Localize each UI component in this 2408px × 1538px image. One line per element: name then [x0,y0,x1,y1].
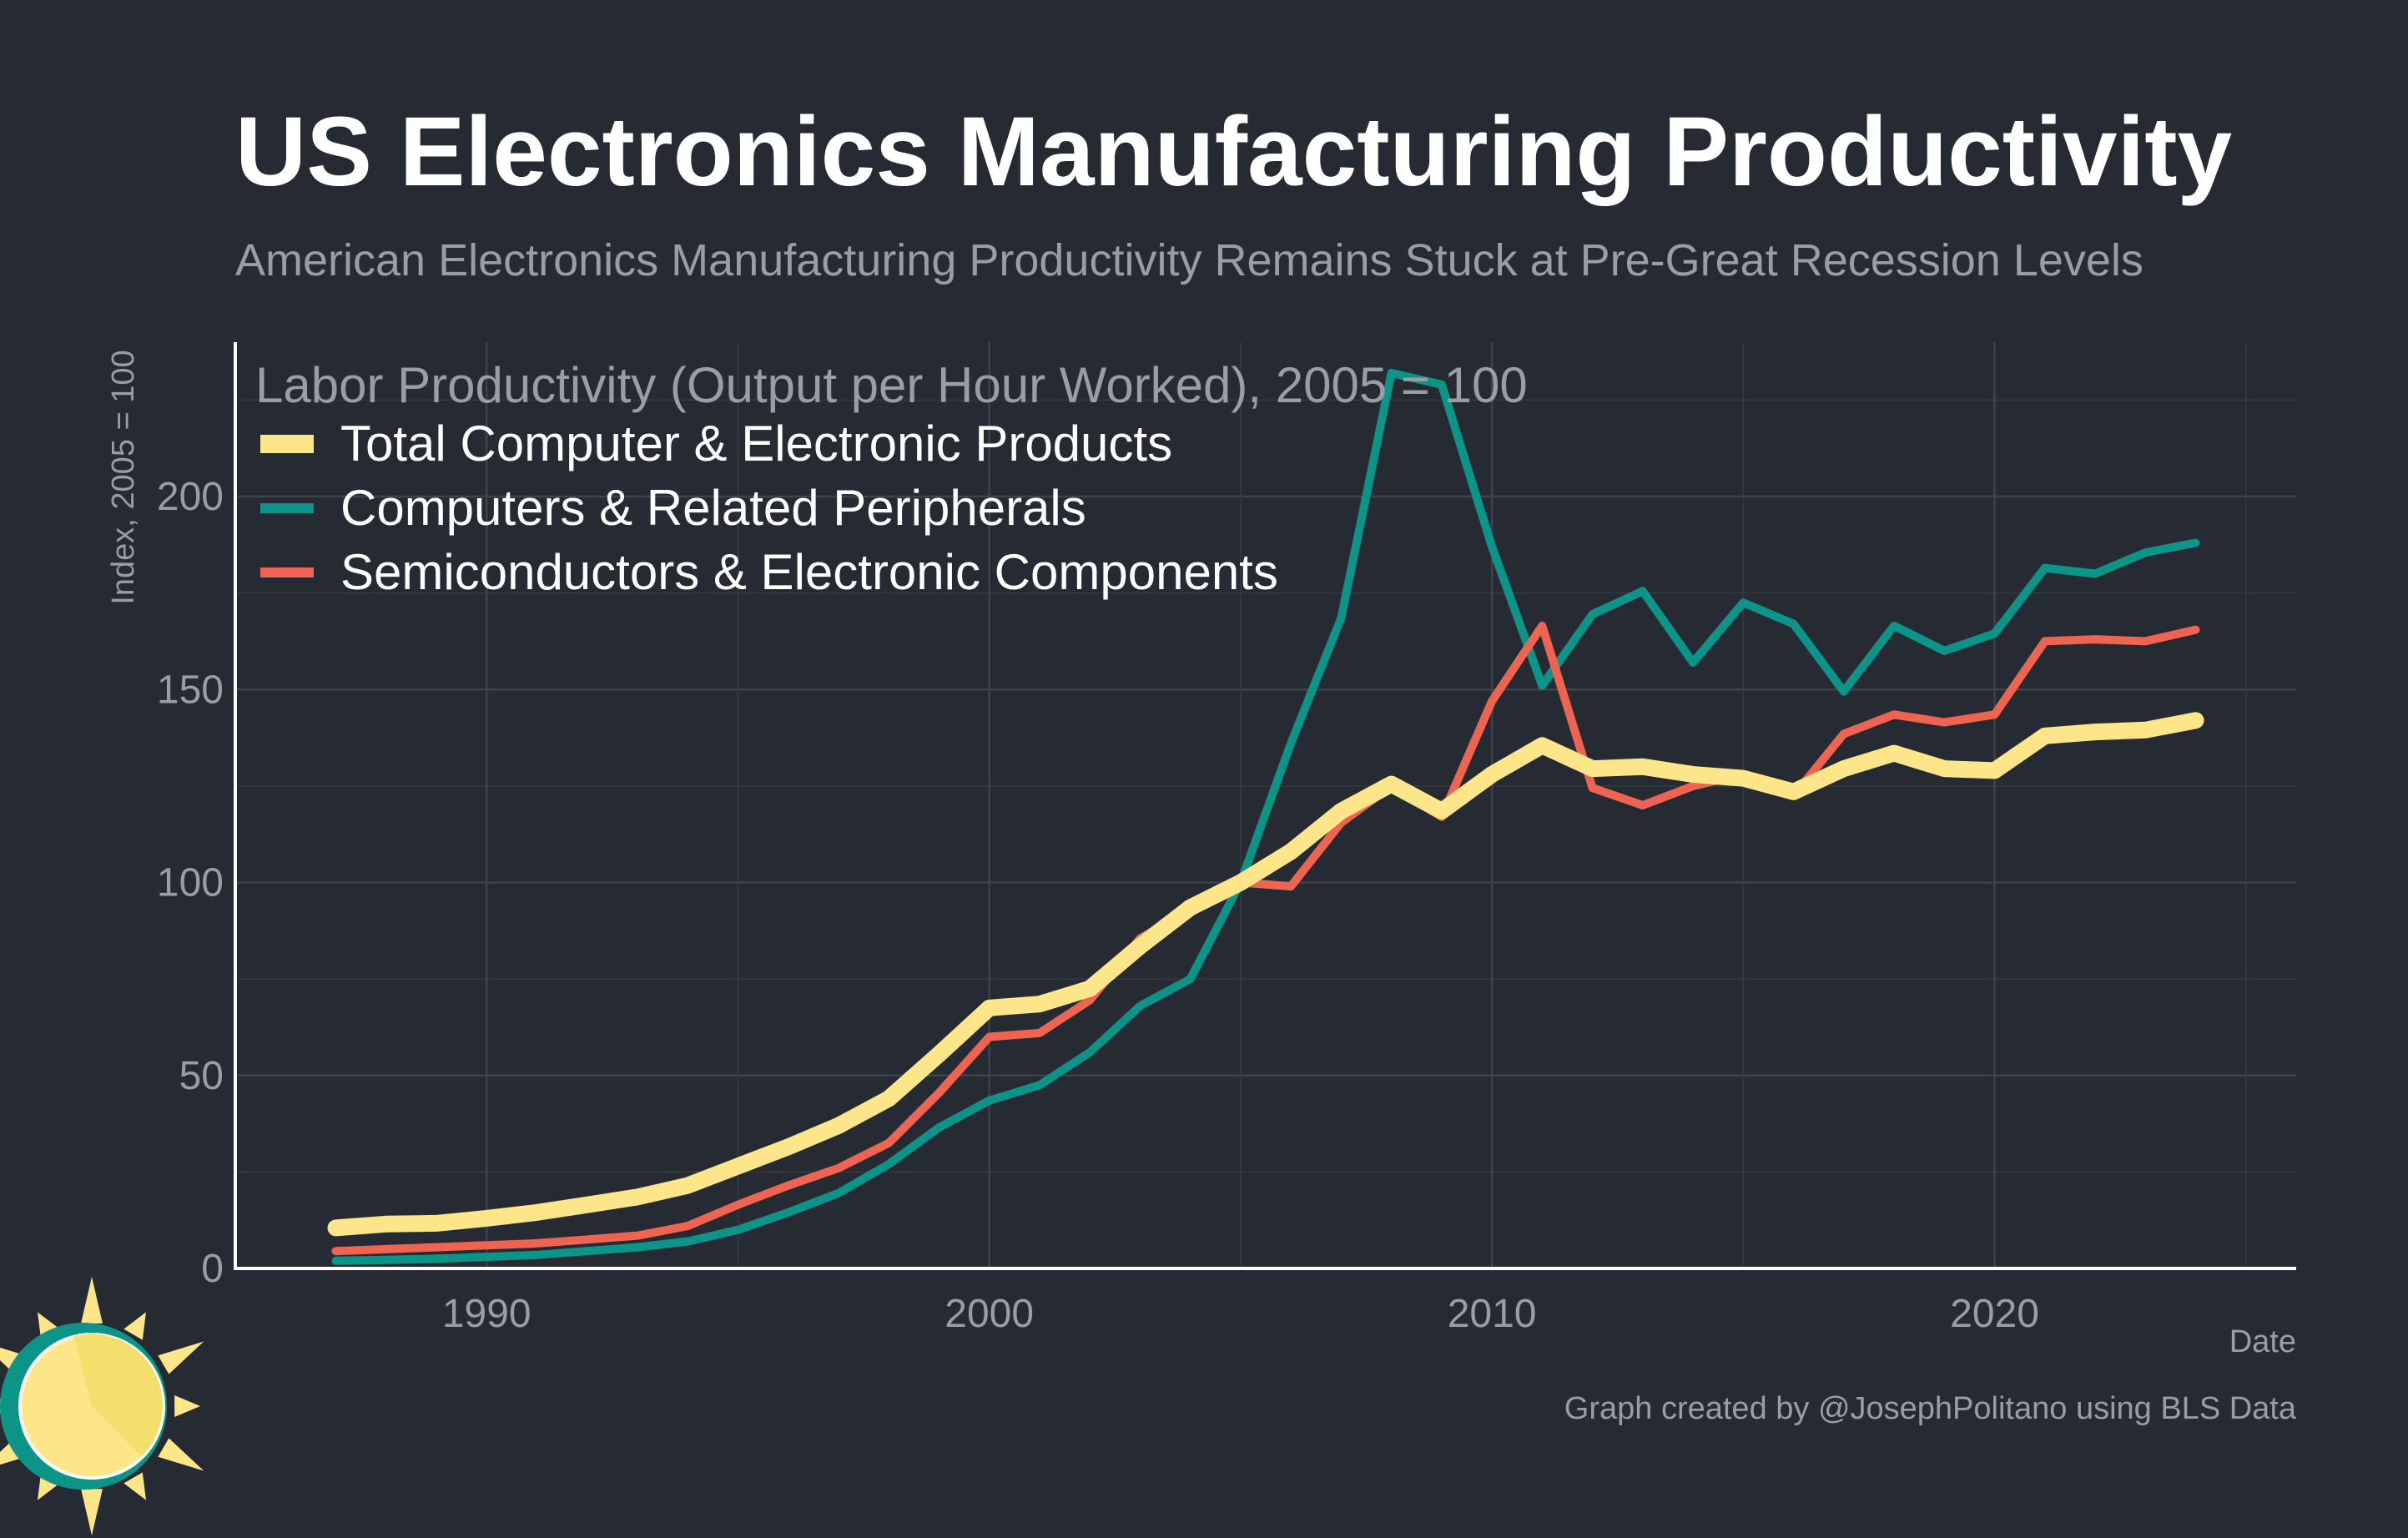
series-line-1 [327,712,2204,1237]
y-tick-label: 50 [179,1054,224,1098]
x-tick-label: 2010 [1448,1292,1537,1336]
gridlines [234,342,2296,1268]
y-tick-label: 150 [157,668,224,712]
legend-label: Computers & Related Peripherals [340,480,1086,536]
chart-title: US Electronics Manufacturing Productivit… [235,97,2232,207]
inner-chart-title: Labor Productivity (Output per Hour Work… [255,357,1528,413]
x-tick-label: 2020 [1950,1292,2039,1336]
chart-caption: Graph created by @JosephPolitano using B… [1564,1391,2297,1426]
series-line-2 [331,369,2200,1265]
tick-labels: 0 50 100 150 200 1990 2000 2010 2020 [157,475,2039,1336]
sun-shade [73,1334,163,1456]
legend-label: Semiconductors & Electronic Components [340,544,1278,600]
chart-subtitle: American Electronics Manufacturing Produ… [235,235,2144,285]
series-line-3 [331,621,2200,1256]
y-tick-label: 0 [201,1247,224,1291]
y-axis-label: Index, 2005 = 100 [106,350,141,604]
legend: Total Computer & Electronic Products Comp… [260,416,1278,600]
sun-icon [0,1277,204,1535]
legend-label: Total Computer & Electronic Products [340,416,1172,471]
series-layer [327,369,2204,1265]
x-axis-label: Date [2229,1324,2296,1359]
y-tick-label: 100 [157,861,224,905]
y-tick-label: 200 [157,475,224,519]
x-tick-label: 2000 [945,1292,1034,1336]
x-tick-label: 1990 [442,1292,531,1336]
